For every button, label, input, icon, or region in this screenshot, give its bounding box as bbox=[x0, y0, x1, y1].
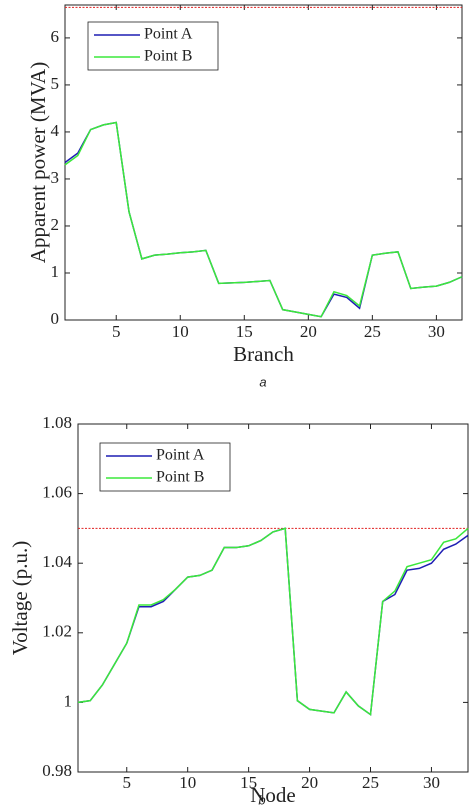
legend-box bbox=[87, 21, 219, 71]
caption: a bbox=[259, 374, 266, 389]
x-tick-label: 15 bbox=[236, 322, 253, 341]
legend-label: Point A bbox=[144, 26, 193, 43]
x-axis-label: Branch bbox=[233, 342, 294, 366]
data-line bbox=[64, 121, 463, 318]
y-tick-label: 1 bbox=[51, 262, 60, 281]
x-tick-label: 5 bbox=[123, 773, 132, 792]
y-tick-label: 1.08 bbox=[42, 413, 72, 432]
legend-label: Point A bbox=[156, 447, 205, 464]
x-tick-label: 15 bbox=[240, 773, 257, 792]
y-tick-label: 3 bbox=[51, 168, 60, 187]
x-tick-label: 5 bbox=[112, 322, 121, 341]
y-tick-label: 5 bbox=[51, 74, 60, 93]
x-axis-label: Node bbox=[250, 783, 296, 805]
y-axis-label: Voltage (p.u.) bbox=[8, 541, 32, 656]
x-tick-label: 20 bbox=[301, 773, 318, 792]
y-tick-label: 1.04 bbox=[42, 552, 72, 571]
data-line bbox=[77, 527, 469, 716]
y-tick-label: 0 bbox=[51, 309, 60, 328]
x-tick-label: 25 bbox=[364, 322, 381, 341]
legend-box bbox=[99, 442, 231, 492]
legend-label: Point B bbox=[156, 469, 204, 486]
y-tick-label: 1.02 bbox=[42, 622, 72, 641]
y-tick-label: 2 bbox=[51, 215, 60, 234]
x-tick-label: 30 bbox=[423, 773, 440, 792]
x-tick-label: 25 bbox=[362, 773, 379, 792]
y-tick-label: 0.98 bbox=[42, 761, 72, 780]
y-tick-label: 1.06 bbox=[42, 483, 72, 502]
y-tick-label: 1 bbox=[64, 691, 73, 710]
x-tick-label: 10 bbox=[179, 773, 196, 792]
legend-label: Point B bbox=[144, 48, 192, 65]
y-tick-label: 4 bbox=[51, 121, 60, 140]
caption: b bbox=[258, 792, 265, 805]
x-tick-label: 20 bbox=[300, 322, 317, 341]
x-tick-label: 30 bbox=[428, 322, 445, 341]
y-tick-label: 6 bbox=[51, 27, 60, 46]
x-tick-label: 10 bbox=[172, 322, 189, 341]
y-axis-label: Apparent power (MVA) bbox=[26, 62, 50, 263]
